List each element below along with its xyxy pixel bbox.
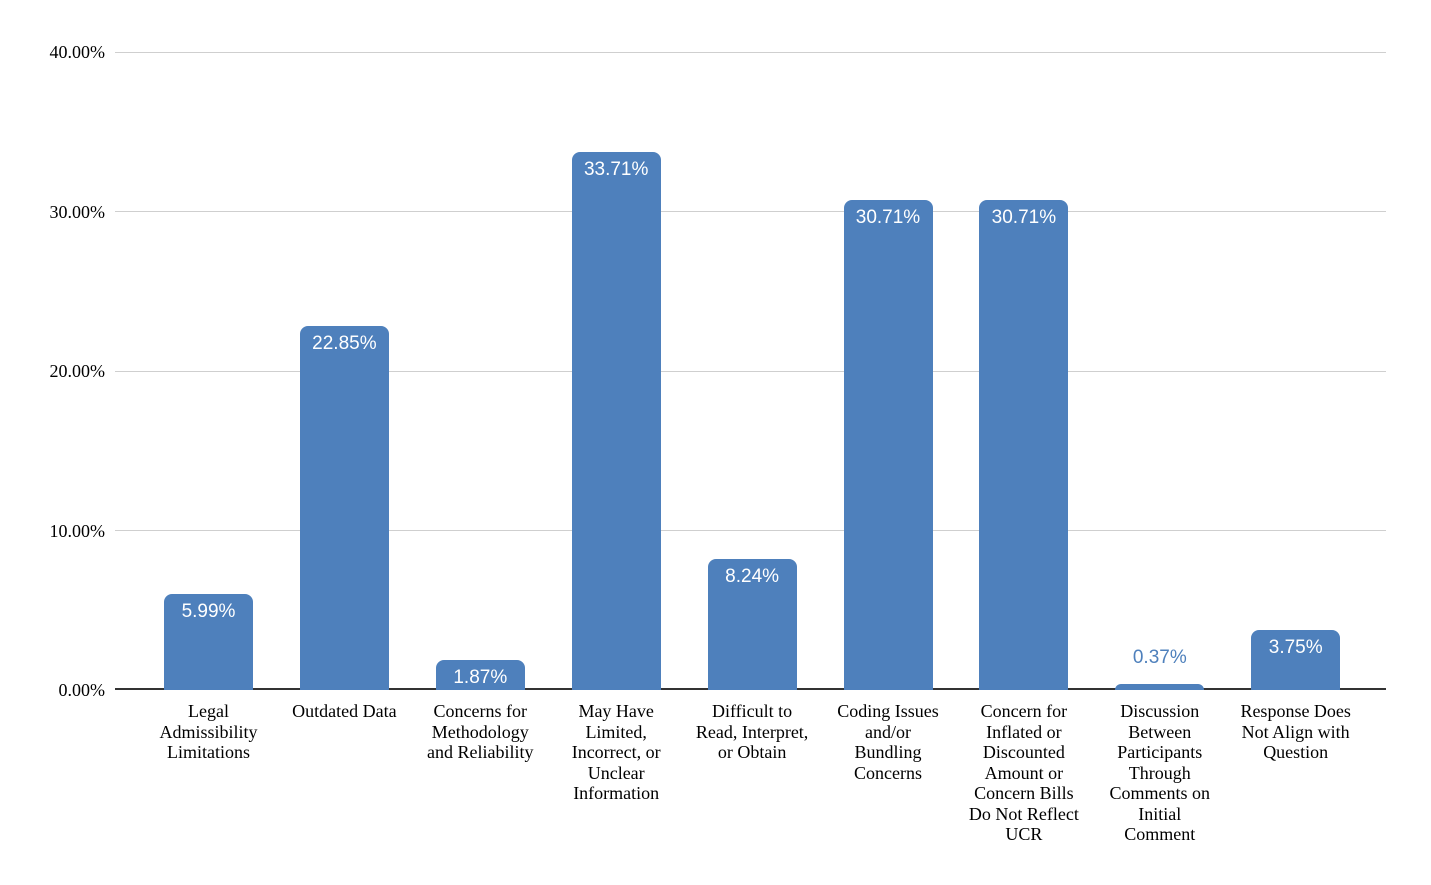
bar-value-label: 33.71% — [583, 159, 649, 181]
bar-value-label: 3.75% — [1268, 637, 1323, 659]
bar — [843, 200, 933, 690]
y-axis-tick-label: 30.00% — [49, 201, 106, 222]
bar-value-label: 1.87% — [453, 667, 508, 689]
x-axis-category-label: Coding Issues and/or Bundling Concerns — [837, 701, 939, 783]
y-axis-tick-label: 40.00% — [49, 42, 106, 62]
x-axis-category-label: Legal Admissibility Limitations — [159, 701, 258, 762]
y-axis-tick-label: 10.00% — [49, 520, 106, 541]
bar-value-label: 30.71% — [991, 207, 1057, 229]
x-axis-category-label: May Have Limited, Incorrect, or Unclear … — [571, 701, 661, 803]
x-axis-category-label: Discussion Between Participants Through … — [1109, 701, 1211, 844]
gridline — [115, 370, 1386, 372]
bar — [1115, 684, 1205, 690]
bar-value-label: 30.71% — [855, 207, 921, 229]
gridline — [115, 530, 1386, 531]
x-axis-category-label: Response Does Not Align with Question — [1240, 701, 1351, 762]
bar — [1251, 630, 1341, 690]
bar — [299, 325, 389, 690]
bar-value-label: 22.85% — [312, 332, 377, 354]
bar-value-label: 8.24% — [725, 565, 780, 587]
gridline — [115, 211, 1386, 212]
y-axis-tick-label: 0.00% — [58, 680, 106, 700]
x-axis-category-label: Concern for Inflated or Discounted Amoun… — [968, 701, 1079, 844]
bar-value-label: 0.37% — [1132, 647, 1187, 669]
x-axis-category-label: Concerns for Methodology and Reliability — [427, 701, 534, 762]
bar — [164, 594, 253, 690]
x-axis-category-label: Outdated Data — [292, 701, 397, 721]
bar — [571, 152, 661, 690]
bar — [707, 558, 797, 690]
gridline — [115, 51, 1386, 53]
bar-value-label: 5.99% — [181, 601, 236, 623]
bar — [435, 660, 525, 690]
x-axis-category-label: Difficult to Read, Interpret, or Obtain — [695, 701, 809, 762]
y-axis-tick-label: 20.00% — [49, 361, 106, 381]
bar — [979, 200, 1069, 690]
